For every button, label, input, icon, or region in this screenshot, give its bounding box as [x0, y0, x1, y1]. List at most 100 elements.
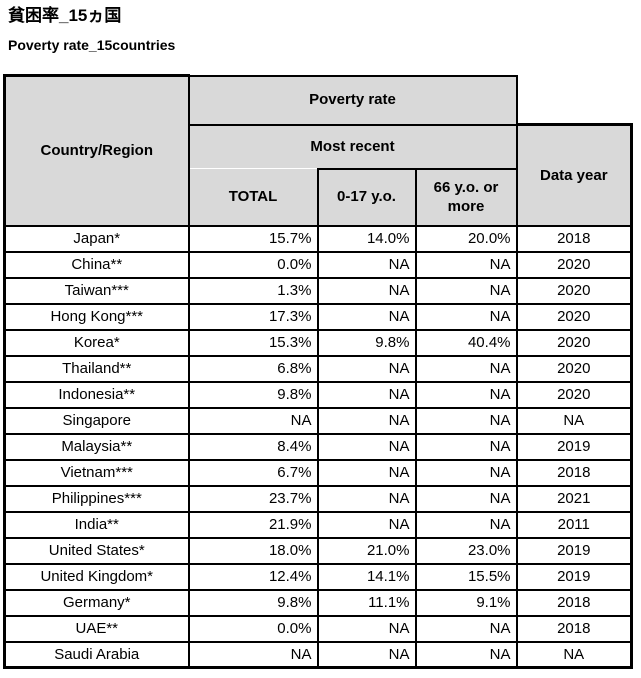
- table-row: Malaysia** 8.4% NA NA 2019: [3, 432, 634, 461]
- cell-total: 15.3%: [187, 328, 319, 357]
- cell-data-year: 2018: [515, 224, 634, 253]
- cell-data-year: 2021: [515, 484, 634, 513]
- cell-age-66-plus: NA: [414, 250, 518, 279]
- cell-age-0-17: NA: [316, 250, 417, 279]
- table-row: Japan* 15.7% 14.0% 20.0% 2018: [3, 224, 634, 253]
- cell-total: 9.8%: [187, 588, 319, 617]
- table-row: Germany* 9.8% 11.1% 9.1% 2018: [3, 588, 634, 617]
- cell-country: Korea*: [3, 328, 190, 357]
- cell-age-66-plus: NA: [414, 484, 518, 513]
- cell-total: 15.7%: [187, 224, 319, 253]
- cell-total: 6.7%: [187, 458, 319, 487]
- cell-age-66-plus: 20.0%: [414, 224, 518, 253]
- cell-age-0-17: NA: [316, 458, 417, 487]
- table-header: Country/Region Poverty rate Most recent …: [3, 74, 634, 227]
- cell-data-year: 2019: [515, 562, 634, 591]
- cell-country: Japan*: [3, 224, 190, 253]
- cell-age-0-17: NA: [316, 510, 417, 539]
- cell-age-0-17: 21.0%: [316, 536, 417, 565]
- header-most-recent: Most recent: [187, 123, 518, 169]
- cell-total: 8.4%: [187, 432, 319, 461]
- cell-total: 1.3%: [187, 276, 319, 305]
- cell-country: UAE**: [3, 614, 190, 643]
- cell-age-66-plus: NA: [414, 406, 518, 435]
- cell-data-year: 2011: [515, 510, 634, 539]
- cell-data-year: 2020: [515, 354, 634, 383]
- cell-age-0-17: 11.1%: [316, 588, 417, 617]
- cell-total: 17.3%: [187, 302, 319, 331]
- header-empty-corner: [516, 75, 632, 125]
- cell-country: Taiwan***: [3, 276, 190, 305]
- cell-total: 0.0%: [187, 250, 319, 279]
- cell-total: NA: [187, 406, 319, 435]
- cell-age-66-plus: NA: [414, 640, 518, 670]
- cell-age-0-17: NA: [316, 354, 417, 383]
- header-age-66-plus: 66 y.o. or more: [414, 167, 518, 227]
- table-row: Singapore NA NA NA NA: [3, 406, 634, 435]
- table-row: United States* 18.0% 21.0% 23.0% 2019: [3, 536, 634, 565]
- cell-country: India**: [3, 510, 190, 539]
- cell-country: Malaysia**: [3, 432, 190, 461]
- cell-data-year: 2019: [515, 432, 634, 461]
- cell-age-66-plus: NA: [414, 510, 518, 539]
- cell-country: United Kingdom*: [3, 562, 190, 591]
- cell-total: 0.0%: [187, 614, 319, 643]
- cell-data-year: 2020: [515, 380, 634, 409]
- header-total: TOTAL: [187, 168, 319, 227]
- page-title-english: Poverty rate_15countries: [8, 37, 176, 54]
- cell-age-0-17: NA: [316, 484, 417, 513]
- cell-age-66-plus: NA: [414, 276, 518, 305]
- cell-age-0-17: NA: [316, 406, 417, 435]
- cell-country: Saudi Arabia: [3, 640, 190, 670]
- cell-data-year: 2019: [515, 536, 634, 565]
- table-row: Indonesia** 9.8% NA NA 2020: [3, 380, 634, 409]
- cell-age-0-17: 9.8%: [316, 328, 417, 357]
- cell-age-66-plus: NA: [414, 614, 518, 643]
- cell-total: 18.0%: [187, 536, 319, 565]
- table-row: Thailand** 6.8% NA NA 2020: [3, 354, 634, 383]
- header-data-year: Data year: [515, 123, 634, 227]
- cell-age-0-17: NA: [316, 640, 417, 670]
- cell-total: 21.9%: [187, 510, 319, 539]
- cell-total: 12.4%: [187, 562, 319, 591]
- cell-country: Hong Kong***: [3, 302, 190, 331]
- cell-data-year: NA: [515, 406, 634, 435]
- cell-data-year: 2020: [515, 302, 634, 331]
- cell-age-0-17: 14.1%: [316, 562, 417, 591]
- cell-age-66-plus: NA: [414, 354, 518, 383]
- cell-age-0-17: NA: [316, 276, 417, 305]
- table-row: Vietnam*** 6.7% NA NA 2018: [3, 458, 634, 487]
- cell-age-66-plus: 9.1%: [414, 588, 518, 617]
- cell-country: China**: [3, 250, 190, 279]
- cell-age-0-17: 14.0%: [316, 224, 417, 253]
- cell-age-0-17: NA: [316, 432, 417, 461]
- cell-age-66-plus: NA: [414, 458, 518, 487]
- cell-age-66-plus: 15.5%: [414, 562, 518, 591]
- table-row: Korea* 15.3% 9.8% 40.4% 2020: [3, 328, 634, 357]
- cell-data-year: 2018: [515, 614, 634, 643]
- cell-age-66-plus: 40.4%: [414, 328, 518, 357]
- table-row: Hong Kong*** 17.3% NA NA 2020: [3, 302, 634, 331]
- table-row: China** 0.0% NA NA 2020: [3, 250, 634, 279]
- table-row: Saudi Arabia NA NA NA NA: [3, 640, 634, 670]
- cell-country: Singapore: [3, 406, 190, 435]
- page-title-japanese: 貧困率_15ヵ国: [8, 6, 122, 25]
- cell-age-66-plus: 23.0%: [414, 536, 518, 565]
- cell-country: United States*: [3, 536, 190, 565]
- cell-data-year: 2020: [515, 250, 634, 279]
- cell-age-66-plus: NA: [414, 302, 518, 331]
- cell-age-66-plus: NA: [414, 380, 518, 409]
- cell-age-0-17: NA: [316, 380, 417, 409]
- cell-total: 23.7%: [187, 484, 319, 513]
- header-poverty-rate: Poverty rate: [187, 74, 518, 126]
- cell-data-year: 2018: [515, 588, 634, 617]
- cell-country: Indonesia**: [3, 380, 190, 409]
- table-row: United Kingdom* 12.4% 14.1% 15.5% 2019: [3, 562, 634, 591]
- table-row: Taiwan*** 1.3% NA NA 2020: [3, 276, 634, 305]
- cell-data-year: 2020: [515, 276, 634, 305]
- cell-total: 9.8%: [187, 380, 319, 409]
- cell-data-year: 2020: [515, 328, 634, 357]
- poverty-table: Country/Region Poverty rate Most recent …: [3, 74, 634, 670]
- cell-total: 6.8%: [187, 354, 319, 383]
